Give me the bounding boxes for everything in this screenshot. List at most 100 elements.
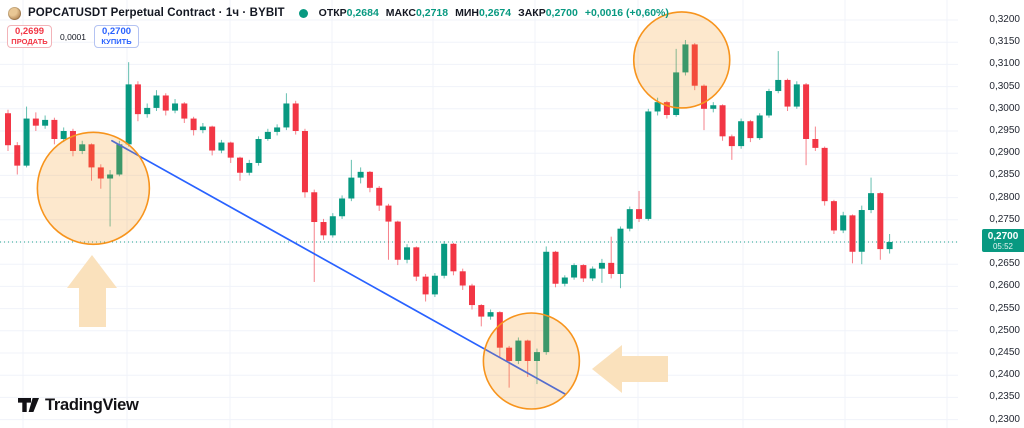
candle-body	[357, 171, 364, 178]
candle-body	[840, 215, 847, 231]
candle-body	[153, 95, 160, 108]
price-axis-label: 0,3200	[989, 14, 1020, 25]
sell-button[interactable]: 0,2699 ПРОДАТЬ	[7, 25, 52, 48]
candle-body	[51, 119, 58, 139]
price-axis-label: 0,2600	[989, 280, 1020, 292]
candle-body	[793, 84, 800, 107]
candle-body	[404, 247, 411, 260]
candle-body	[199, 126, 206, 131]
symbol-logo-icon	[8, 6, 21, 20]
candle-body	[218, 142, 225, 151]
candle-body	[301, 131, 308, 193]
candle-body	[227, 142, 234, 158]
ohlc-change: +0,0016 (+0,60%)	[584, 7, 669, 19]
candle-body	[190, 118, 197, 131]
price-axis-label: 0,3050	[989, 80, 1020, 92]
candle-body	[469, 285, 475, 306]
ohlc-row: ОТКР 0,2684 МАКС 0,2718 МИН 0,2674 ЗАКР 0,27…	[319, 7, 669, 19]
ohlc-high-label: МАКС	[385, 7, 416, 19]
candle-body	[274, 127, 281, 132]
candle-body	[366, 171, 373, 188]
candle-body	[32, 118, 39, 126]
buy-button[interactable]: 0,2700 КУПИТЬ	[94, 25, 139, 48]
current-price-value: 0,2700	[987, 231, 1019, 242]
candle-body	[598, 262, 605, 269]
highlight-circle[interactable]	[36, 131, 151, 246]
candle-body	[255, 138, 262, 163]
price-axis-label: 0,2350	[989, 391, 1020, 403]
candle-body	[116, 144, 123, 175]
tradingview-logo-icon	[18, 398, 39, 412]
candle-body	[329, 216, 336, 236]
candle-body	[691, 44, 698, 86]
chart-canvas[interactable]	[0, 0, 958, 428]
price-axis-label: 0,2650	[989, 258, 1020, 270]
ohlc-high-value: 0,2718	[415, 7, 449, 19]
price-axis-label: 0,2750	[989, 213, 1020, 225]
price-axis-label: 0,2550	[989, 302, 1020, 314]
symbol-title[interactable]: POPCATUSDT Perpetual Contract · 1ч · BYB…	[28, 7, 285, 19]
candle-body	[645, 111, 652, 219]
candle-body	[673, 72, 680, 116]
candle-body	[311, 192, 318, 223]
candle-body	[524, 340, 531, 361]
candle-body	[88, 144, 95, 168]
tradingview-logo[interactable]: TradingView	[18, 396, 139, 415]
price-axis-label: 0,3150	[989, 36, 1020, 48]
candle-body	[348, 177, 355, 199]
candle-body	[580, 265, 587, 279]
ohlc-open-value: 0,2684	[346, 7, 379, 19]
ohlc-close-label: ЗАКР	[518, 7, 546, 19]
price-axis-label: 0,2450	[989, 347, 1020, 358]
candle-body	[756, 115, 763, 139]
price-axis-label: 0,2800	[989, 191, 1020, 203]
candle-body	[812, 138, 819, 148]
candle-body	[162, 95, 169, 111]
candle-body	[478, 305, 485, 317]
candle-body	[775, 79, 782, 92]
candle-body	[413, 247, 420, 277]
trade-buttons-row: 0,2699 ПРОДАТЬ 0,0001 0,2700 КУПИТЬ	[7, 25, 139, 48]
candle-body	[701, 85, 707, 109]
candle-body	[515, 340, 522, 361]
highlight-circle[interactable]	[482, 312, 581, 410]
highlight-circle[interactable]	[632, 11, 731, 109]
candle-body	[246, 162, 253, 173]
up-arrow[interactable]	[67, 255, 117, 327]
candle-body	[339, 198, 346, 217]
candle-body	[561, 277, 568, 284]
ohlc-low-value: 0,2674	[479, 7, 512, 19]
tradingview-logo-text: TradingView	[45, 396, 139, 414]
sell-price: 0,2699	[14, 26, 45, 38]
candle-body	[264, 131, 271, 139]
candle-body	[172, 103, 179, 111]
candle-body	[487, 312, 494, 317]
candle-body	[803, 84, 810, 139]
candle-body	[608, 262, 615, 274]
candle-body	[858, 210, 865, 252]
candle-body	[663, 102, 670, 116]
price-axis[interactable]: 0,2700 05:52 0,3200 0,3150 0,3100 0,3050 0,3…	[958, 0, 1024, 428]
ohlc-open-label: ОТКР	[318, 7, 347, 19]
price-axis-label: 0,2900	[989, 147, 1020, 159]
price-axis-label: 0,2400	[989, 369, 1020, 381]
candle-body	[144, 107, 151, 115]
price-axis-label: 0,2500	[989, 324, 1020, 336]
candle-body	[784, 79, 791, 107]
spread-value: 0,0001	[60, 31, 86, 42]
price-axis-label: 0,3100	[989, 58, 1020, 70]
candle-body	[14, 145, 21, 166]
bar-countdown: 05:52	[992, 242, 1014, 251]
candle-body	[79, 144, 86, 151]
candle-body	[830, 201, 837, 231]
candle-body	[42, 119, 49, 126]
candle-body	[765, 91, 772, 116]
candle-body	[682, 44, 689, 73]
sell-label: ПРОДАТЬ	[11, 36, 48, 46]
candle-body	[5, 113, 11, 146]
trendline[interactable]	[111, 139, 566, 395]
left-arrow[interactable]	[592, 345, 668, 393]
candle-body	[209, 126, 216, 151]
candle-body	[292, 103, 299, 131]
